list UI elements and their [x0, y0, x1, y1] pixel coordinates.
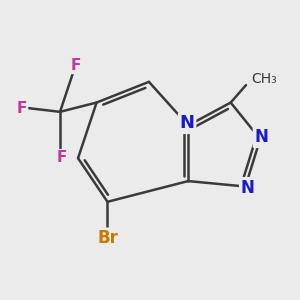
Text: N: N — [180, 114, 195, 132]
Text: F: F — [57, 150, 68, 165]
Text: N: N — [254, 128, 268, 146]
Text: F: F — [71, 58, 81, 73]
Text: Br: Br — [97, 229, 118, 247]
Text: N: N — [241, 178, 254, 196]
Text: CH₃: CH₃ — [251, 72, 277, 86]
Text: F: F — [17, 100, 27, 116]
